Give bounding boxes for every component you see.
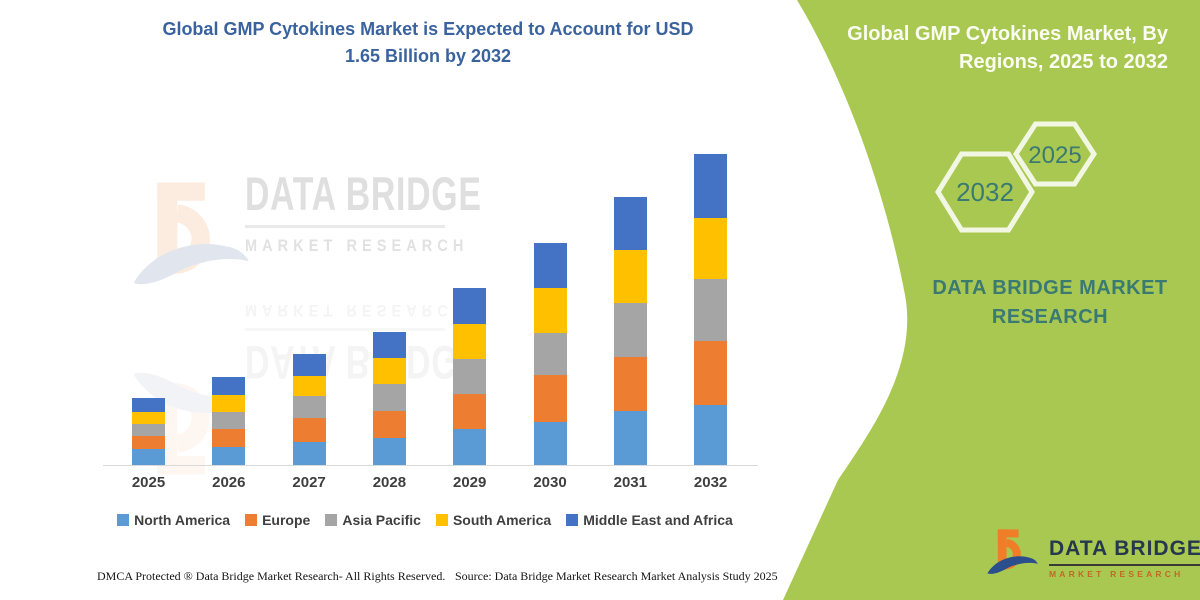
hexagon-years: 2032 2025 (935, 121, 1097, 233)
page-title-line2: 1.65 Billion by 2032 (344, 46, 512, 66)
bar-segment (533, 242, 567, 289)
green-panel (783, 0, 1200, 600)
x-axis-label: 2029 (453, 474, 487, 491)
bar-segment (694, 405, 728, 465)
legend-item: Asia Pacific (325, 512, 421, 528)
legend-item: Europe (245, 512, 310, 528)
data-bridge-logo: DATA BRIDGE MARKET RESEARCH (985, 525, 1200, 585)
bar-segment (453, 429, 487, 465)
bar-2032 (694, 153, 728, 465)
legend-swatch-icon (245, 514, 258, 526)
legend-label: Middle East and Africa (583, 512, 733, 528)
x-axis-labels: 2025 2026 2027 2028 2029 2030 2031 2032 (103, 474, 758, 494)
logo-name: DATA BRIDGE (1049, 537, 1200, 566)
legend-swatch-icon (117, 514, 130, 526)
x-axis-label: 2032 (693, 474, 728, 491)
panel-title-line1: Global GMP Cytokines Market, By (847, 23, 1168, 45)
bar-segment (132, 448, 165, 465)
bar-segment (453, 323, 487, 359)
legend-item: Middle East and Africa (566, 512, 733, 528)
x-axis-label: 2031 (613, 474, 647, 491)
bar-segment (132, 435, 165, 449)
bar-segment (372, 384, 406, 412)
bar-2028 (372, 332, 406, 465)
hexagon-2032-icon (935, 151, 1035, 233)
legend-label: Europe (262, 512, 311, 528)
x-axis-label: 2030 (533, 474, 567, 491)
hexagon-2025-icon (1013, 121, 1097, 187)
hexagon-2025-label: 2025 (1028, 142, 1081, 169)
bar-segment (533, 288, 567, 334)
legend-swatch-icon (566, 514, 579, 526)
bar-segment (613, 411, 647, 465)
legend-item: North America (117, 512, 230, 528)
bar-segment (212, 447, 246, 465)
logo-sub: MARKET RESEARCH (1049, 569, 1184, 579)
bar-segment (453, 287, 487, 324)
bar-segment (533, 333, 567, 376)
bar-segment (292, 442, 326, 465)
bar-segment (613, 357, 647, 412)
x-axis-label: 2028 (372, 474, 407, 491)
panel-title: Global GMP Cytokines Market, By Regions,… (798, 20, 1168, 76)
bar-2026 (212, 377, 246, 465)
bar-segment (453, 393, 487, 429)
bar-segment (533, 422, 567, 465)
bar-segment (613, 197, 647, 251)
bar-segment (694, 278, 728, 341)
copyright-text: DMCA Protected ® Data Bridge Market Rese… (97, 569, 446, 583)
bar-segment (372, 438, 406, 465)
bar-segment (613, 303, 647, 358)
bar-segment (132, 411, 165, 424)
source-text: Source: Data Bridge Market Research Mark… (455, 569, 778, 583)
panel-brand-line1: DATA BRIDGE MARKET (932, 277, 1168, 299)
bar-2029 (453, 287, 487, 465)
bar-2031 (613, 197, 647, 465)
bar-segment (453, 358, 487, 394)
legend: North America Europe Asia Pacific South Ame… (80, 512, 770, 528)
legend-label: South America (452, 512, 552, 528)
hexagon-2032-label: 2032 (956, 177, 1014, 207)
bar-segment (212, 395, 246, 413)
bar-segment (694, 217, 728, 279)
legend-swatch-icon (325, 514, 338, 526)
page-title: Global GMP Cytokines Market is Expected … (88, 16, 768, 70)
logo-text: DATA BRIDGE MARKET RESEARCH (1049, 537, 1200, 579)
bar-segment (372, 332, 406, 359)
legend-label: Asia Pacific (342, 512, 421, 528)
x-axis-label: 2026 (212, 474, 246, 491)
bar-segment (372, 411, 406, 439)
panel-brand-text: DATA BRIDGE MARKET RESEARCH (920, 274, 1180, 332)
bar-segment (533, 375, 567, 423)
bar-segment (372, 358, 406, 385)
data-bridge-logo-icon (985, 525, 1041, 585)
legend-swatch-icon (435, 514, 448, 526)
panel-title-line2: Regions, 2025 to 2032 (959, 51, 1168, 73)
legend-item: South America (435, 512, 552, 528)
bar-segment (694, 153, 728, 218)
bar-segment (212, 377, 246, 396)
bar-2025 (132, 397, 165, 465)
x-axis-label: 2025 (131, 474, 166, 491)
bar-segment (292, 396, 326, 419)
bar-segment (292, 376, 326, 397)
bar-segment (212, 429, 246, 448)
bar-segment (613, 250, 647, 304)
legend-label: North America (134, 512, 231, 528)
panel-brand-line2: RESEARCH (991, 306, 1109, 328)
page-title-line1: Global GMP Cytokines Market is Expected … (162, 19, 694, 39)
x-axis-label: 2027 (292, 474, 326, 491)
bar-segment (694, 340, 728, 406)
bar-2027 (292, 354, 326, 465)
bar-segment (132, 397, 165, 412)
bar-segment (132, 423, 165, 436)
bar-segment (292, 418, 326, 443)
bar-2030 (533, 242, 567, 465)
bar-segment (292, 354, 326, 377)
bar-chart-plot (103, 150, 758, 466)
bar-segment (212, 412, 246, 430)
